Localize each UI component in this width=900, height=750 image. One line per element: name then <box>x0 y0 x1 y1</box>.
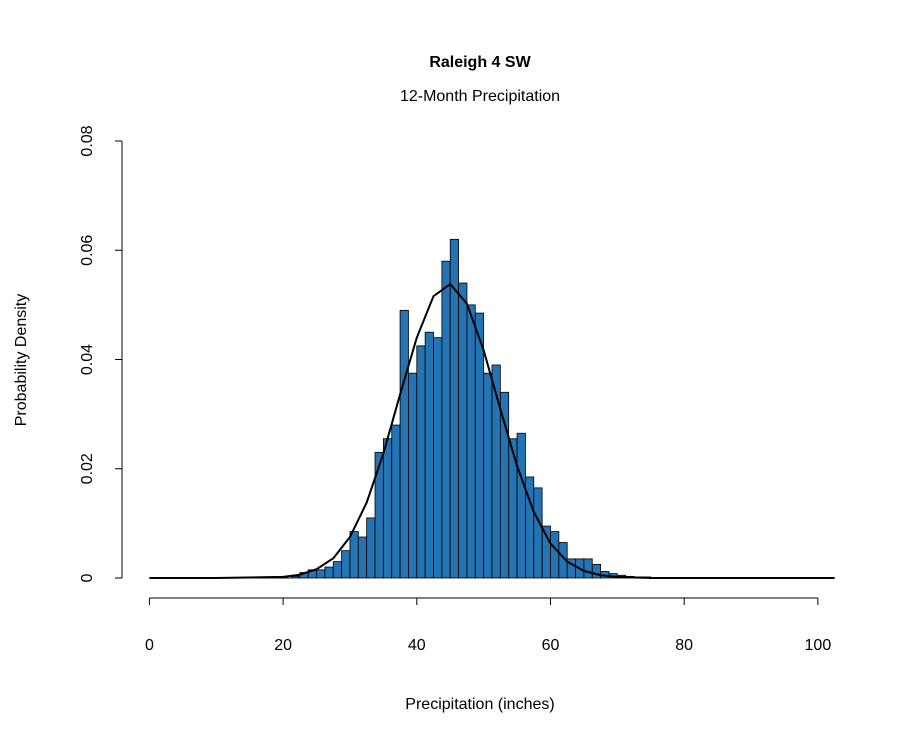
x-tick-label: 40 <box>408 637 426 654</box>
y-tick-label: 0.02 <box>79 453 96 484</box>
bar <box>550 531 560 579</box>
bar <box>357 536 368 579</box>
y-tick-label: 0.08 <box>79 125 96 156</box>
x-axis-title: Precipitation (inches) <box>405 696 554 713</box>
bar <box>458 282 468 579</box>
bar <box>382 438 393 579</box>
bar <box>374 451 384 579</box>
y-tick-label: 0.04 <box>79 344 96 375</box>
bar <box>324 566 334 579</box>
bar <box>516 432 526 579</box>
bar <box>349 531 359 579</box>
y-tick-label: 0 <box>79 573 96 582</box>
bar <box>399 309 409 579</box>
bar <box>533 487 543 579</box>
y-axis-title: Probability Density <box>13 294 30 427</box>
density-curve <box>149 283 835 579</box>
bar <box>408 372 418 579</box>
x-tick-label: 80 <box>675 637 693 654</box>
x-tick-label: 20 <box>274 637 292 654</box>
bar <box>441 260 451 579</box>
bar <box>424 331 434 579</box>
bar <box>433 337 443 579</box>
bar <box>483 372 493 579</box>
bar <box>583 558 593 579</box>
x-tick-label: 60 <box>542 637 560 654</box>
bar <box>391 424 401 579</box>
bar <box>316 569 326 579</box>
bar <box>466 304 476 579</box>
y-tick-label: 0.06 <box>79 235 96 266</box>
bar <box>366 517 376 579</box>
x-tick-label: 0 <box>145 637 154 654</box>
bar <box>332 561 342 579</box>
x-tick-label: 100 <box>805 637 832 654</box>
bar <box>416 345 426 579</box>
bar <box>341 550 351 579</box>
chart-title: Raleigh 4 SW <box>429 54 531 71</box>
bar <box>474 312 485 579</box>
chart-subtitle: 12-Month Precipitation <box>400 88 560 105</box>
